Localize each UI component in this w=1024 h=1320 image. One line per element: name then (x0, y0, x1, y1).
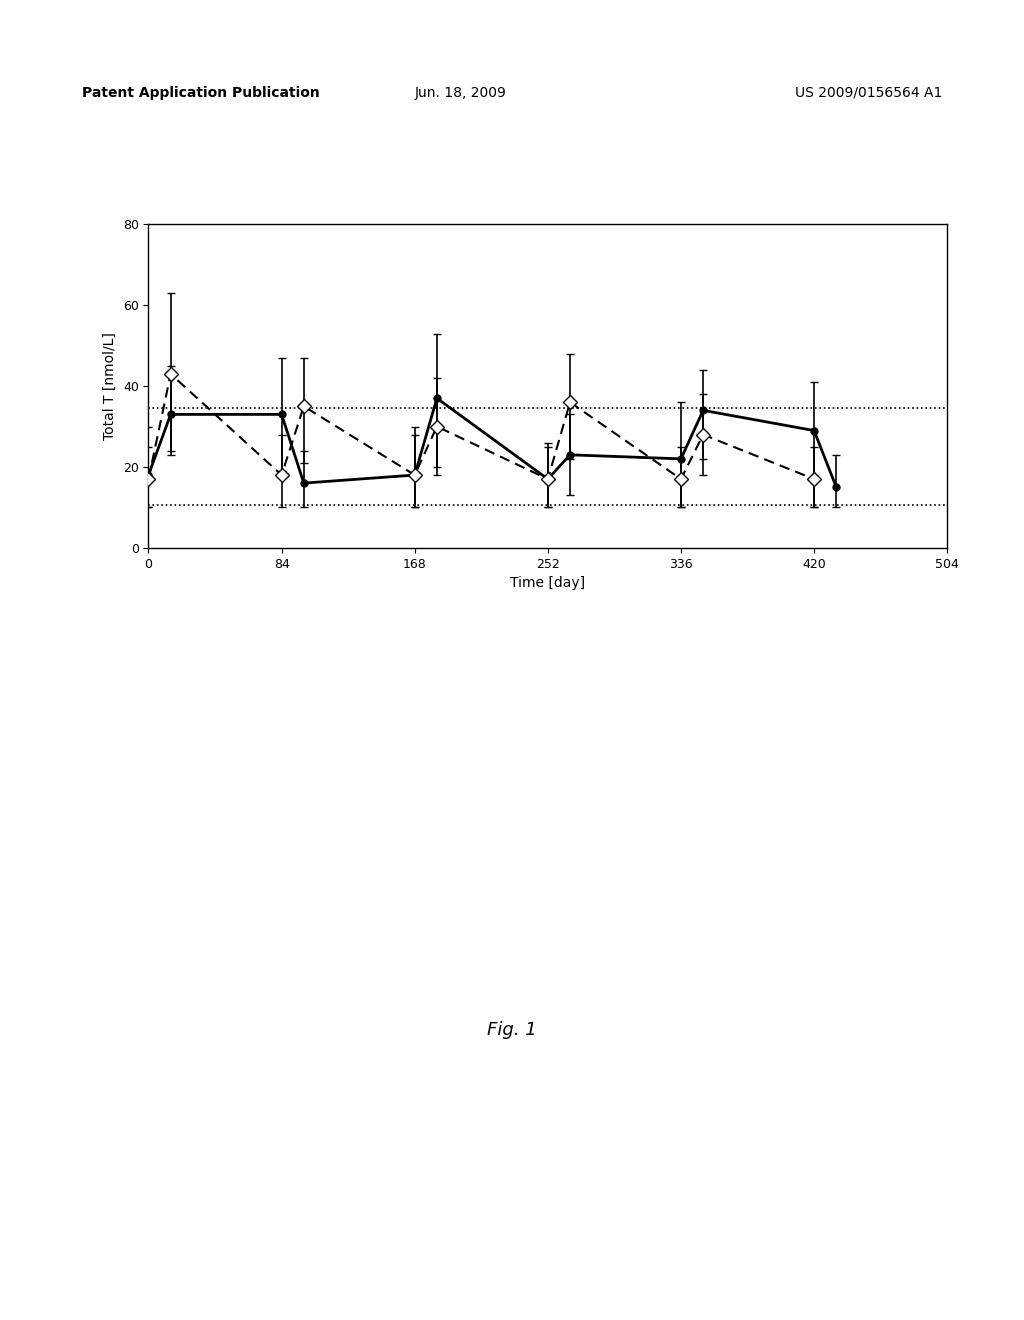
Text: Patent Application Publication: Patent Application Publication (82, 86, 319, 100)
Text: Jun. 18, 2009: Jun. 18, 2009 (415, 86, 507, 100)
Text: Fig. 1: Fig. 1 (487, 1020, 537, 1039)
Text: US 2009/0156564 A1: US 2009/0156564 A1 (795, 86, 942, 100)
X-axis label: Time [day]: Time [day] (510, 576, 586, 590)
Y-axis label: Total T [nmol/L]: Total T [nmol/L] (103, 333, 117, 440)
